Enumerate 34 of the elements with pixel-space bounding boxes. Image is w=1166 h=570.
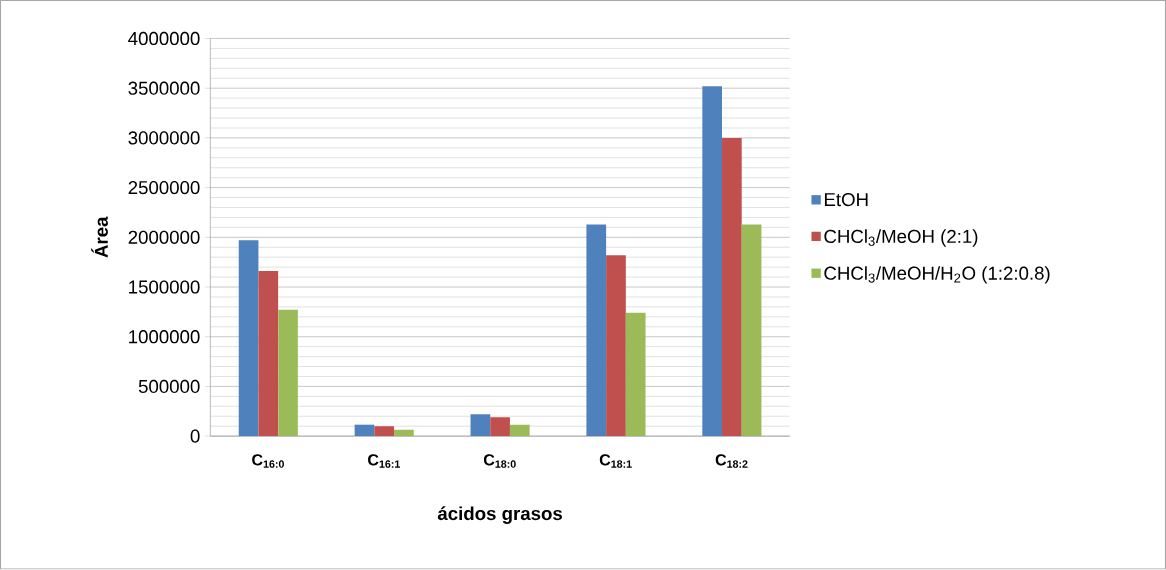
y-tick-label: 2500000 (128, 181, 200, 195)
bar (606, 255, 626, 437)
y-tick-label: 0 (190, 429, 200, 443)
y-tick-label: 4000000 (128, 32, 200, 46)
bar (702, 86, 723, 437)
bar (722, 138, 742, 437)
bar (470, 414, 491, 437)
legend-label: EtOH (824, 193, 868, 207)
y-tick-label: 2000000 (128, 230, 200, 245)
y-tick-label: 1500000 (129, 280, 200, 294)
x-tick-label: C$_{18:0}$ (483, 454, 516, 469)
bar (258, 271, 279, 437)
x-tick-label: C$_{16:0}$ (252, 454, 284, 469)
legend-label: CHCl$_{3}$/MeOH (2:1) (824, 229, 978, 247)
bar (741, 224, 762, 437)
y-tick-label: 3000000 (128, 131, 200, 145)
legend-label: CHCl$_{3}$/MeOH/H$_{2}$O (1:2:0.8) (824, 266, 1050, 284)
bar (354, 424, 375, 437)
bar (394, 429, 414, 437)
bar (278, 310, 298, 437)
y-tick-label: 3500000 (128, 81, 200, 96)
bar (238, 240, 259, 437)
bar (509, 424, 530, 437)
bar (586, 224, 607, 437)
y-tick-label: 500000 (138, 380, 200, 394)
x-tick-label: C$_{16:1}$ (368, 454, 400, 469)
y-axis-title: Área (91, 216, 108, 258)
x-tick-label: C$_{18:1}$ (599, 454, 632, 469)
bar (625, 313, 646, 437)
x-axis-title: ácidos grasos (437, 506, 563, 525)
bar (490, 417, 510, 437)
bar (374, 426, 395, 437)
x-tick-label: C$_{18:2}$ (715, 454, 748, 469)
y-tick-label: 1000000 (129, 330, 200, 344)
